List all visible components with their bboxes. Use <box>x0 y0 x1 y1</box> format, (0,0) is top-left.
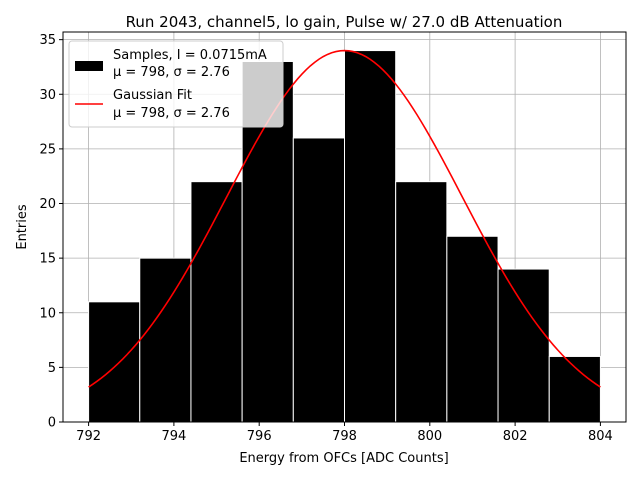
histogram-bars <box>88 50 601 423</box>
x-tick-label: 802 <box>503 429 528 444</box>
legend-box <box>68 40 284 128</box>
histogram-bar <box>88 301 141 423</box>
y-tick-label: 35 <box>39 33 56 48</box>
x-tick-label: 796 <box>247 429 272 444</box>
y-tick-label: 10 <box>39 306 56 321</box>
legend: Samples, I = 0.0715mA μ = 798, σ = 2.76 … <box>68 40 284 128</box>
x-tick-label: 792 <box>76 429 101 444</box>
y-tick-label: 15 <box>39 252 56 267</box>
y-axis-ticks: 0 5 10 15 20 25 30 35 <box>39 33 63 431</box>
x-tick-label: 800 <box>417 429 442 444</box>
y-tick-label: 25 <box>39 142 56 157</box>
y-tick-label: 20 <box>39 197 56 212</box>
histogram-bar <box>446 235 499 423</box>
y-axis-title: Entries <box>15 204 30 250</box>
histogram-bar <box>395 181 448 423</box>
x-tick-label: 804 <box>588 429 613 444</box>
fit-curve <box>88 49 601 388</box>
histogram-bar <box>139 257 192 423</box>
legend-fit-stats: μ = 798, σ = 2.76 <box>113 106 230 121</box>
legend-histogram-swatch <box>75 61 103 71</box>
x-tick-label: 794 <box>161 429 186 444</box>
histogram-bar <box>292 137 345 423</box>
histogram-bar <box>497 268 550 423</box>
legend-histogram-label: Samples, I = 0.0715mA <box>113 48 267 63</box>
chart-title: Run 2043, channel5, lo gain, Pulse w/ 27… <box>126 13 563 31</box>
legend-histogram-stats: μ = 798, σ = 2.76 <box>113 65 230 80</box>
histogram-bar <box>344 50 397 423</box>
y-tick-label: 0 <box>48 416 56 431</box>
y-tick-label: 30 <box>39 88 56 103</box>
legend-fit-label: Gaussian Fit <box>113 88 192 103</box>
y-tick-label: 5 <box>48 361 56 376</box>
gaussian-fit-curve <box>88 49 601 388</box>
histogram-bar <box>190 181 243 423</box>
x-tick-label: 798 <box>332 429 357 444</box>
x-axis-title: Energy from OFCs [ADC Counts] <box>239 451 448 466</box>
x-axis-ticks: 792 794 796 798 800 802 804 <box>76 422 613 444</box>
